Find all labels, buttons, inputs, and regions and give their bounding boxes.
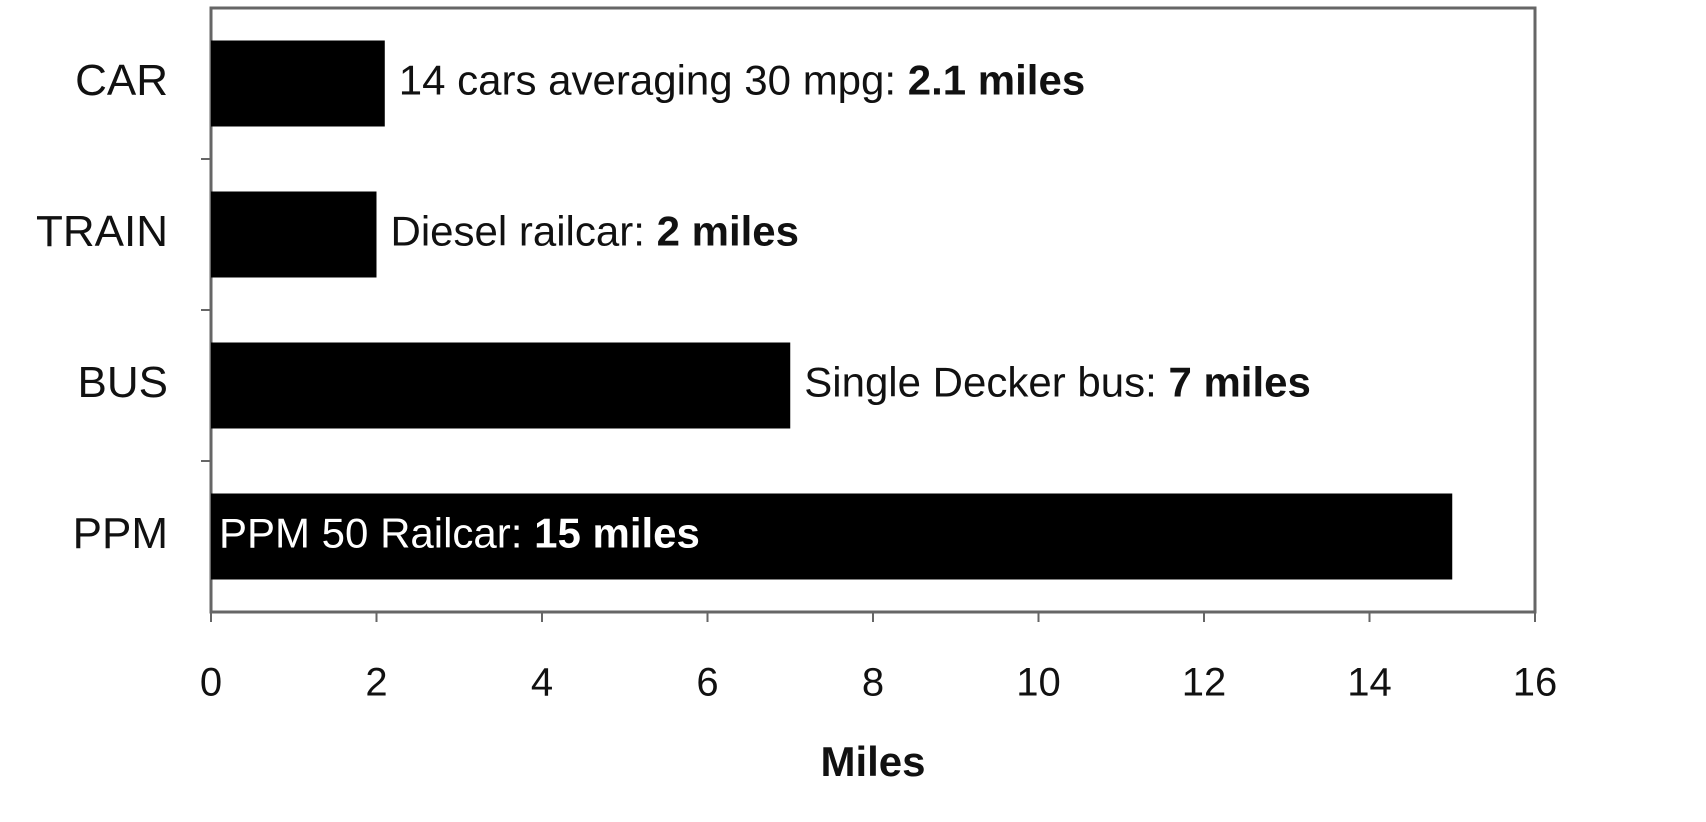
annotation: Single Decker bus: <box>804 359 1168 406</box>
x-tick-label: 0 <box>200 661 222 705</box>
value-label: 15 miles <box>534 510 700 557</box>
x-tick-label: 10 <box>1016 661 1061 705</box>
x-tick-label: 6 <box>696 661 718 705</box>
x-tick-label: 4 <box>531 661 553 705</box>
bar <box>211 40 385 127</box>
annotation: 14 cars averaging 30 mpg: <box>399 57 908 104</box>
y-tick-label: TRAIN <box>36 207 168 256</box>
annotation: PPM 50 Railcar: <box>219 510 534 557</box>
x-axis-label: Miles <box>820 738 925 785</box>
value-label: 2.1 miles <box>908 57 1085 104</box>
bar <box>211 493 1453 580</box>
data-label: Single Decker bus: 7 miles <box>804 359 1311 406</box>
x-tick-label: 14 <box>1347 661 1392 705</box>
data-label: Diesel railcar: 2 miles <box>391 208 800 255</box>
data-label: 14 cars averaging 30 mpg: 2.1 miles <box>399 57 1085 104</box>
y-tick-label: PPM <box>73 509 168 558</box>
y-tick-label: BUS <box>78 358 168 407</box>
data-label: PPM 50 Railcar: 15 miles <box>219 510 700 557</box>
annotation: Diesel railcar: <box>391 208 657 255</box>
bar <box>211 342 791 429</box>
value-label: 7 miles <box>1168 359 1310 406</box>
y-tick-label: CAR <box>75 56 168 105</box>
x-tick-label: 2 <box>365 661 387 705</box>
x-tick-label: 16 <box>1513 661 1558 705</box>
x-tick-label: 8 <box>862 661 884 705</box>
x-tick-label: 12 <box>1182 661 1227 705</box>
bar <box>211 191 377 278</box>
value-label: 2 miles <box>657 208 799 255</box>
